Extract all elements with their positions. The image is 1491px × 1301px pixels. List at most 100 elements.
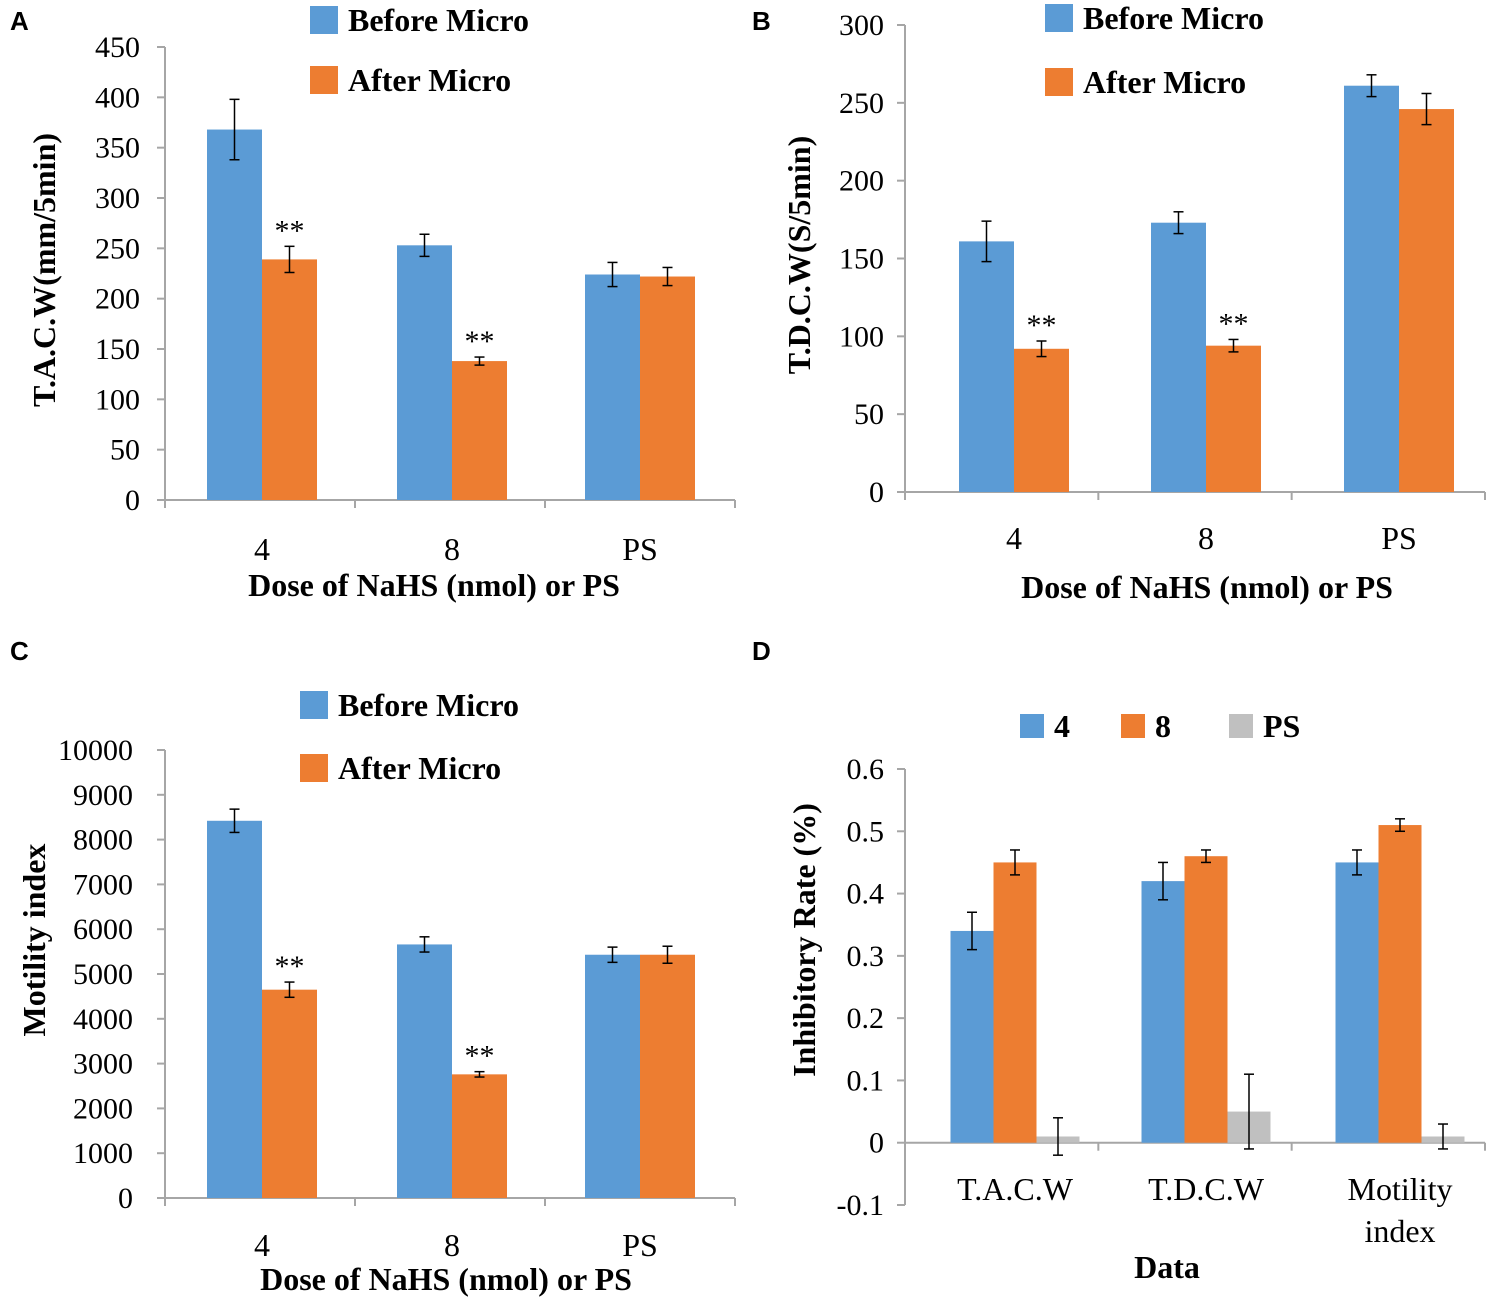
y-axis-title: Inhibitory Rate (%) bbox=[786, 803, 822, 1077]
x-category-label: 4 bbox=[254, 531, 270, 567]
panel-label: B bbox=[752, 6, 771, 36]
x-category-label: PS bbox=[622, 1227, 658, 1263]
significance-label: ** bbox=[465, 325, 495, 358]
bar bbox=[1378, 825, 1422, 1143]
y-tick-label: 6000 bbox=[73, 913, 133, 946]
y-tick-label: 0.5 bbox=[847, 815, 885, 848]
y-tick-label: 0 bbox=[125, 484, 140, 517]
bar bbox=[262, 989, 317, 1198]
x-axis-title: Dose of NaHS (nmol) or PS bbox=[260, 1261, 632, 1297]
y-tick-label: 1000 bbox=[73, 1137, 133, 1170]
significance-label: ** bbox=[1027, 309, 1057, 342]
legend-label: After Micro bbox=[338, 750, 501, 786]
y-tick-label: -0.1 bbox=[837, 1189, 885, 1222]
legend-label: Before Micro bbox=[1083, 0, 1264, 36]
bar bbox=[959, 241, 1014, 492]
bar bbox=[993, 862, 1037, 1143]
bar bbox=[1344, 85, 1399, 493]
y-tick-label: 350 bbox=[95, 132, 140, 165]
significance-label: ** bbox=[275, 950, 305, 983]
chart-panel-b: B 0 50 100 150 200 250 300 ** ** 4 8 PS Dose of NaHS … bbox=[752, 0, 1486, 605]
y-tick-label: 5000 bbox=[73, 958, 133, 991]
bar bbox=[1206, 345, 1261, 492]
y-tick-label: 3000 bbox=[73, 1048, 133, 1081]
bar bbox=[397, 944, 452, 1198]
bar bbox=[452, 361, 507, 500]
legend-label: Before Micro bbox=[338, 687, 519, 723]
y-tick-label: 0.6 bbox=[847, 753, 885, 786]
significance-label: ** bbox=[465, 1040, 495, 1073]
x-category-label: 8 bbox=[1198, 520, 1214, 556]
legend-swatch bbox=[1045, 4, 1073, 32]
panel-label: C bbox=[10, 636, 29, 666]
legend-swatch bbox=[300, 754, 328, 782]
x-category-label: 8 bbox=[444, 1227, 460, 1263]
legend-swatch bbox=[300, 691, 328, 719]
y-tick-label: 0.1 bbox=[847, 1064, 885, 1097]
legend-swatch bbox=[1020, 714, 1044, 738]
panel-label: A bbox=[10, 6, 29, 36]
x-category-label: PS bbox=[1381, 520, 1417, 556]
y-tick-label: 250 bbox=[839, 87, 884, 120]
x-category-label: PS bbox=[622, 531, 658, 567]
bar bbox=[585, 274, 640, 500]
bar bbox=[640, 276, 695, 500]
bar bbox=[397, 245, 452, 500]
y-tick-label: 100 bbox=[95, 383, 140, 416]
legend-label: After Micro bbox=[348, 62, 511, 98]
y-axis-title: T.A.C.W(mm/5min) bbox=[26, 133, 62, 407]
legend-label: Before Micro bbox=[348, 2, 529, 38]
bar bbox=[640, 954, 695, 1198]
x-axis-title: Dose of NaHS (nmol) or PS bbox=[248, 567, 620, 603]
y-tick-label: 400 bbox=[95, 81, 140, 114]
legend-swatch bbox=[310, 6, 338, 34]
bar bbox=[262, 259, 317, 500]
y-tick-label: 9000 bbox=[73, 779, 133, 812]
y-tick-label: 0 bbox=[869, 476, 884, 509]
bar bbox=[585, 954, 640, 1198]
x-category-label: T.D.C.W bbox=[1148, 1171, 1265, 1207]
significance-label: ** bbox=[1219, 307, 1249, 340]
x-category-label: Motility index bbox=[1348, 1171, 1453, 1249]
y-tick-label: 150 bbox=[839, 243, 884, 276]
legend-label: PS bbox=[1263, 708, 1300, 744]
y-tick-label: 0.4 bbox=[847, 878, 885, 911]
legend-label: 8 bbox=[1155, 708, 1171, 744]
legend-label: After Micro bbox=[1083, 64, 1246, 100]
bar bbox=[1014, 348, 1069, 492]
x-category-label: 8 bbox=[444, 531, 460, 567]
y-tick-label: 150 bbox=[95, 333, 140, 366]
x-category-label: T.A.C.W bbox=[957, 1171, 1074, 1207]
chart-panel-d: D -0.1 0 0.1 0.2 0.3 0.4 0.5 0.6 T.A.C.W T.D.C.W Mo… bbox=[752, 636, 1486, 1285]
legend-label: 4 bbox=[1054, 708, 1070, 744]
panel-label: D bbox=[752, 636, 771, 666]
x-category-label: 4 bbox=[1006, 520, 1022, 556]
y-tick-label: 10000 bbox=[58, 734, 133, 767]
y-tick-label: 300 bbox=[95, 182, 140, 215]
y-tick-label: 100 bbox=[839, 320, 884, 353]
y-tick-label: 50 bbox=[854, 398, 884, 431]
y-tick-label: 200 bbox=[839, 165, 884, 198]
legend-swatch bbox=[1045, 68, 1073, 96]
y-tick-label: 250 bbox=[95, 232, 140, 265]
y-axis-title: Motility index bbox=[16, 844, 52, 1037]
bar bbox=[950, 930, 994, 1143]
y-tick-label: 0.3 bbox=[847, 940, 885, 973]
x-axis-title: Data bbox=[1134, 1249, 1200, 1285]
legend-swatch bbox=[1121, 714, 1145, 738]
y-tick-label: 450 bbox=[95, 31, 140, 64]
y-tick-label: 0 bbox=[869, 1127, 884, 1160]
y-tick-label: 2000 bbox=[73, 1092, 133, 1125]
y-tick-label: 0 bbox=[118, 1182, 133, 1215]
bar bbox=[207, 129, 262, 500]
x-category-label: 4 bbox=[254, 1227, 270, 1263]
legend-swatch bbox=[310, 66, 338, 94]
bar bbox=[1151, 222, 1206, 493]
x-axis-title: Dose of NaHS (nmol) or PS bbox=[1021, 569, 1393, 605]
y-tick-label: 50 bbox=[110, 434, 140, 467]
y-axis-title: T.D.C.W(S/5min) bbox=[781, 136, 817, 375]
bar bbox=[1141, 881, 1185, 1143]
bar bbox=[1399, 109, 1454, 492]
bar bbox=[452, 1074, 507, 1198]
